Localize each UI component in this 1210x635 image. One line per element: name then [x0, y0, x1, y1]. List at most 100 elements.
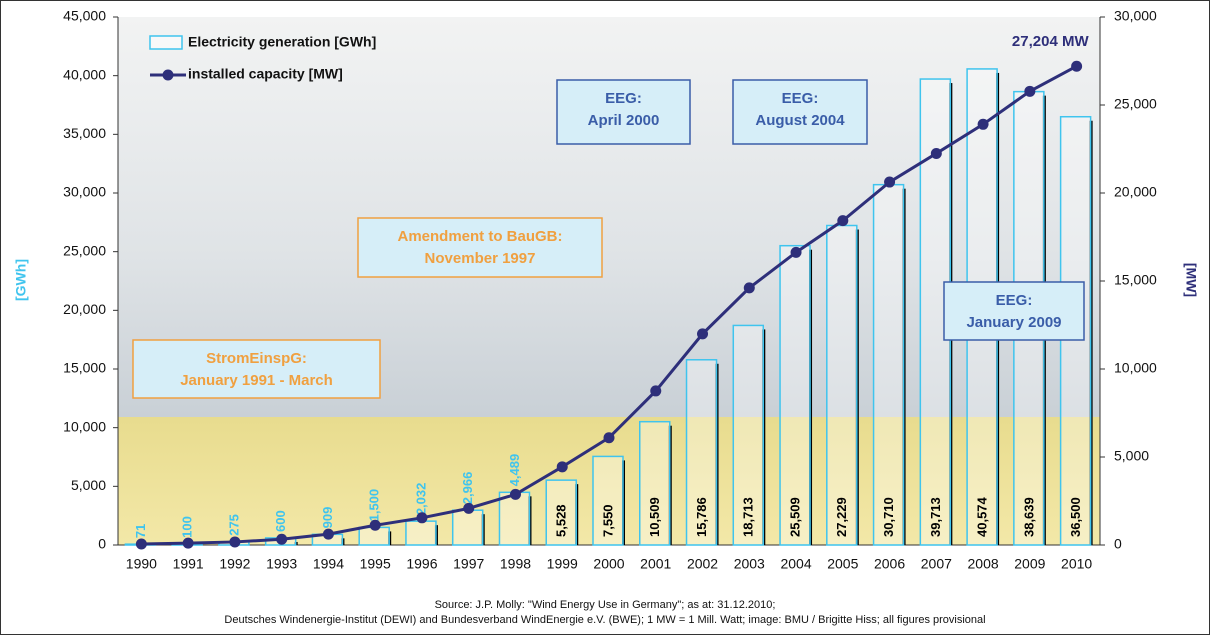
annotation-text: EEG:	[782, 90, 819, 107]
data-label: 30,710	[881, 497, 896, 537]
y2-tick-label: 5,000	[1114, 448, 1149, 464]
annotation-text: EEG:	[605, 90, 642, 107]
bar	[453, 510, 483, 545]
y2-axis-label: [MW]	[1183, 263, 1199, 297]
data-label: 27,229	[834, 497, 849, 537]
legend-label: installed capacity [MW]	[188, 66, 343, 82]
line-point	[136, 539, 147, 550]
annotation-box	[133, 340, 380, 398]
line-point	[791, 247, 802, 258]
x-tick-label: 1996	[406, 556, 437, 572]
x-tick-label: 1998	[500, 556, 531, 572]
data-label: 275	[226, 514, 241, 536]
x-tick-label: 2003	[734, 556, 765, 572]
line-point	[463, 503, 474, 514]
y-tick-label: 15,000	[63, 360, 106, 376]
y-tick-label: 35,000	[63, 125, 106, 141]
line-point	[183, 538, 194, 549]
x-tick-label: 1993	[266, 556, 297, 572]
data-label: 909	[320, 507, 335, 529]
line-point	[557, 461, 568, 472]
annotation-text: EEG:	[996, 292, 1033, 309]
data-label: 4,489	[507, 454, 522, 487]
data-label: 38,639	[1021, 497, 1036, 537]
line-point	[604, 432, 615, 443]
data-label: 39,713	[928, 497, 943, 537]
x-tick-label: 2009	[1014, 556, 1045, 572]
x-tick-label: 2004	[780, 556, 811, 572]
line-point	[276, 534, 287, 545]
y-tick-label: 10,000	[63, 418, 106, 434]
line-point	[1071, 61, 1082, 72]
annotation-text: StromEinspG:	[206, 350, 307, 367]
x-tick-label: 2000	[593, 556, 624, 572]
x-tick-label: 1995	[360, 556, 391, 572]
x-tick-label: 2007	[921, 556, 952, 572]
y-tick-label: 45,000	[63, 8, 106, 24]
data-label: 18,713	[741, 497, 756, 537]
line-point	[931, 148, 942, 159]
line-point	[370, 520, 381, 531]
y2-tick-label: 30,000	[1114, 8, 1157, 24]
line-point	[1024, 86, 1035, 97]
annotation-box	[944, 282, 1084, 340]
x-tick-label: 1999	[547, 556, 578, 572]
line-point	[510, 489, 521, 500]
y2-tick-label: 25,000	[1114, 96, 1157, 112]
line-point	[323, 529, 334, 540]
annotation-text: January 1991 - March	[180, 372, 333, 389]
annotation-text: April 2000	[588, 112, 660, 129]
annotation-text: Amendment to BauGB:	[398, 228, 563, 245]
data-label: 25,509	[787, 497, 802, 537]
legend-marker	[163, 70, 174, 81]
legend-label: Electricity generation [GWh]	[188, 34, 376, 50]
chart: [GWh] [MW] Source: J.P. Molly: "Wind Ene…	[0, 0, 1210, 635]
x-tick-label: 2006	[874, 556, 905, 572]
y2-tick-label: 10,000	[1114, 360, 1157, 376]
y2-tick-label: 20,000	[1114, 184, 1157, 200]
y-tick-label: 5,000	[71, 477, 106, 493]
data-label: 10,509	[647, 497, 662, 537]
bar	[827, 226, 857, 545]
x-tick-label: 1990	[126, 556, 157, 572]
x-tick-label: 2005	[827, 556, 858, 572]
data-label: 15,786	[694, 497, 709, 537]
bar	[499, 492, 529, 545]
data-label: 36,500	[1068, 497, 1083, 537]
annotation-box	[358, 218, 602, 277]
x-tick-label: 2010	[1061, 556, 1092, 572]
y-axis-label: [GWh]	[13, 259, 29, 301]
y2-tick-label: 0	[1114, 536, 1122, 552]
annotation-text: November 1997	[425, 250, 536, 267]
y-tick-label: 30,000	[63, 184, 106, 200]
line-point	[744, 282, 755, 293]
data-label: 100	[180, 516, 195, 538]
line-point	[229, 536, 240, 547]
legend-swatch	[150, 36, 182, 49]
source: Deutsches Windenergie-Institut (DEWI) an…	[224, 614, 985, 626]
line-point	[978, 119, 989, 130]
y-tick-label: 0	[98, 536, 106, 552]
x-tick-label: 1991	[173, 556, 204, 572]
x-tick-label: 2001	[640, 556, 671, 572]
line-point	[650, 385, 661, 396]
data-label: 40,574	[975, 496, 990, 537]
annotation-text: January 2009	[966, 314, 1061, 331]
x-tick-label: 2002	[687, 556, 718, 572]
bar	[874, 185, 904, 545]
y-tick-label: 40,000	[63, 66, 106, 82]
y-tick-label: 25,000	[63, 242, 106, 258]
y-tick-label: 20,000	[63, 301, 106, 317]
data-label: 27,204 MW	[1012, 33, 1090, 50]
data-label: 600	[273, 510, 288, 532]
bar	[406, 521, 436, 545]
y2-tick-label: 15,000	[1114, 272, 1157, 288]
source: Source: J.P. Molly: "Wind Energy Use in …	[435, 599, 776, 611]
data-label: 71	[133, 524, 148, 538]
data-label: 5,528	[554, 504, 569, 537]
data-label: 2,032	[413, 483, 428, 516]
line-point	[697, 328, 708, 339]
line-point	[837, 215, 848, 226]
x-tick-label: 1992	[219, 556, 250, 572]
x-tick-label: 2008	[968, 556, 999, 572]
